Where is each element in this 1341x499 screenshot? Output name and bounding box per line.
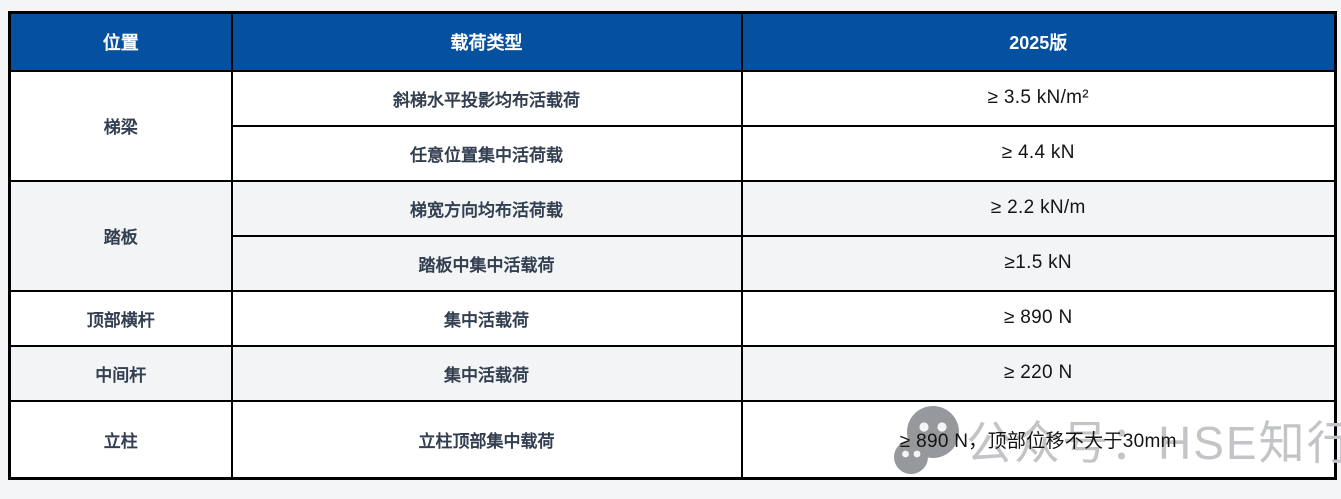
table-row: 任意位置集中活荷载 ≥ 4.4 kN bbox=[10, 124, 1337, 182]
cell-load-type: 立柱顶部集中载荷 bbox=[230, 399, 743, 480]
cell-value: ≥ 220 N bbox=[740, 344, 1337, 402]
table-row: 踏板 梯宽方向均布活荷载 ≥ 2.2 kN/m bbox=[8, 179, 1337, 292]
header-cell-position: 位置 bbox=[8, 11, 233, 72]
load-requirements-table: 位置 载荷类型 2025版 梯梁 斜梯水平投影均布活载荷 ≥ 3.5 kN/m²… bbox=[8, 11, 1337, 480]
header-cell-load-type: 载荷类型 bbox=[230, 11, 743, 72]
cell-load-type: 集中活载荷 bbox=[230, 344, 743, 402]
table-row: 立柱 立柱顶部集中载荷 ≥ 890 N，顶部位移不大于30mm bbox=[8, 399, 1337, 480]
cell-position-zhongjiangan: 中间杆 bbox=[8, 344, 233, 402]
table-row: 顶部横杆 集中活载荷 ≥ 890 N bbox=[8, 289, 1337, 347]
cell-load-type: 集中活载荷 bbox=[230, 289, 743, 347]
cell-value: ≥ 890 N bbox=[740, 289, 1337, 347]
table-row: 中间杆 集中活载荷 ≥ 220 N bbox=[8, 344, 1337, 402]
header-cell-edition: 2025版 bbox=[740, 11, 1337, 72]
cell-value: ≥ 3.5 kN/m² bbox=[740, 69, 1337, 127]
cell-load-type: 梯宽方向均布活荷载 bbox=[230, 179, 743, 237]
cell-load-type: 斜梯水平投影均布活载荷 bbox=[230, 69, 743, 127]
cell-position-taban: 踏板 bbox=[8, 179, 233, 292]
table-row: 梯梁 斜梯水平投影均布活载荷 ≥ 3.5 kN/m² bbox=[8, 69, 1337, 182]
cell-value: ≥ 890 N，顶部位移不大于30mm bbox=[740, 399, 1337, 480]
cell-position-dingbuhenggan: 顶部横杆 bbox=[8, 289, 233, 347]
table-row: 踏板中集中活载荷 ≥1.5 kN bbox=[10, 234, 1337, 292]
cell-value: ≥ 2.2 kN/m bbox=[740, 179, 1337, 237]
cell-load-type: 任意位置集中活荷载 bbox=[230, 124, 743, 182]
cell-value: ≥1.5 kN bbox=[740, 234, 1337, 292]
cell-position-lizhu: 立柱 bbox=[8, 399, 233, 480]
cell-position-tiliang: 梯梁 bbox=[8, 69, 233, 182]
cell-value: ≥ 4.4 kN bbox=[740, 124, 1337, 182]
cell-load-type: 踏板中集中活载荷 bbox=[230, 234, 743, 292]
table-header-row: 位置 载荷类型 2025版 bbox=[8, 11, 1337, 72]
cell-value-text: ≥ 890 N，顶部位移不大于30mm bbox=[899, 430, 1177, 452]
